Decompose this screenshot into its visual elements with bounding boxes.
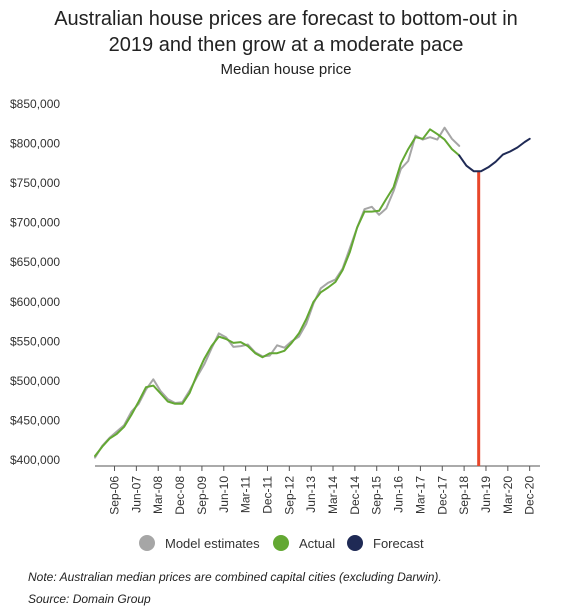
x-tick-label: Mar-17 bbox=[413, 476, 427, 514]
series-line-actual bbox=[94, 128, 461, 457]
x-tick-label: Mar-14 bbox=[326, 476, 340, 514]
x-tick-label: Dec-14 bbox=[348, 476, 362, 515]
x-tick-label: Dec-20 bbox=[523, 476, 537, 515]
y-tick-label: $750,000 bbox=[10, 176, 60, 190]
x-tick-label: Sep-06 bbox=[108, 476, 122, 515]
x-tick-label: Mar-11 bbox=[239, 476, 253, 513]
legend-swatch bbox=[139, 535, 155, 551]
legend-label: Model estimates bbox=[165, 536, 260, 551]
chart-title-line-2: 2019 and then grow at a moderate pace bbox=[108, 34, 464, 56]
x-tick-label: Dec-08 bbox=[173, 476, 187, 515]
chart-note: Note: Australian median prices are combi… bbox=[28, 570, 442, 584]
legend-swatch bbox=[347, 535, 363, 551]
y-tick-label: $700,000 bbox=[10, 216, 60, 230]
y-tick-label: $550,000 bbox=[10, 334, 60, 348]
legend-label: Forecast bbox=[373, 536, 424, 551]
chart-title: Australian house prices are forecast to … bbox=[0, 6, 572, 58]
x-tick-label: Jun-07 bbox=[129, 476, 143, 513]
chart-title-line-1: Australian house prices are forecast to … bbox=[54, 8, 518, 30]
x-tick-label: Mar-08 bbox=[151, 476, 165, 514]
legend-swatch bbox=[273, 535, 289, 551]
x-tick-label: Jun-16 bbox=[392, 476, 406, 513]
series-line-model-estimates bbox=[94, 126, 461, 459]
y-tick-label: $800,000 bbox=[10, 137, 60, 151]
x-tick-label: Sep-15 bbox=[370, 476, 384, 515]
series-line-forecast bbox=[458, 137, 531, 173]
legend-label: Actual bbox=[299, 536, 335, 551]
y-tick-label: $600,000 bbox=[10, 295, 60, 309]
chart-source: Source: Domain Group bbox=[28, 592, 151, 606]
y-tick-label: $650,000 bbox=[10, 255, 60, 269]
x-tick-label: Sep-18 bbox=[457, 476, 471, 515]
x-tick-label: Jun-13 bbox=[304, 476, 318, 513]
x-tick-label: Jun-19 bbox=[479, 476, 493, 513]
x-tick-label: Sep-09 bbox=[195, 476, 209, 515]
y-tick-label: $850,000 bbox=[10, 97, 60, 111]
chart-subtitle: Median house price bbox=[220, 61, 352, 78]
x-tick-label: Jun-10 bbox=[217, 476, 231, 513]
x-tick-label: Mar-20 bbox=[501, 476, 515, 514]
x-tick-label: Dec-17 bbox=[435, 476, 449, 515]
y-tick-label: $400,000 bbox=[10, 453, 60, 467]
y-tick-label: $450,000 bbox=[10, 413, 60, 427]
y-tick-label: $500,000 bbox=[10, 374, 60, 388]
x-tick-label: Sep-12 bbox=[282, 476, 296, 515]
x-tick-label: Dec-11 bbox=[260, 476, 274, 514]
